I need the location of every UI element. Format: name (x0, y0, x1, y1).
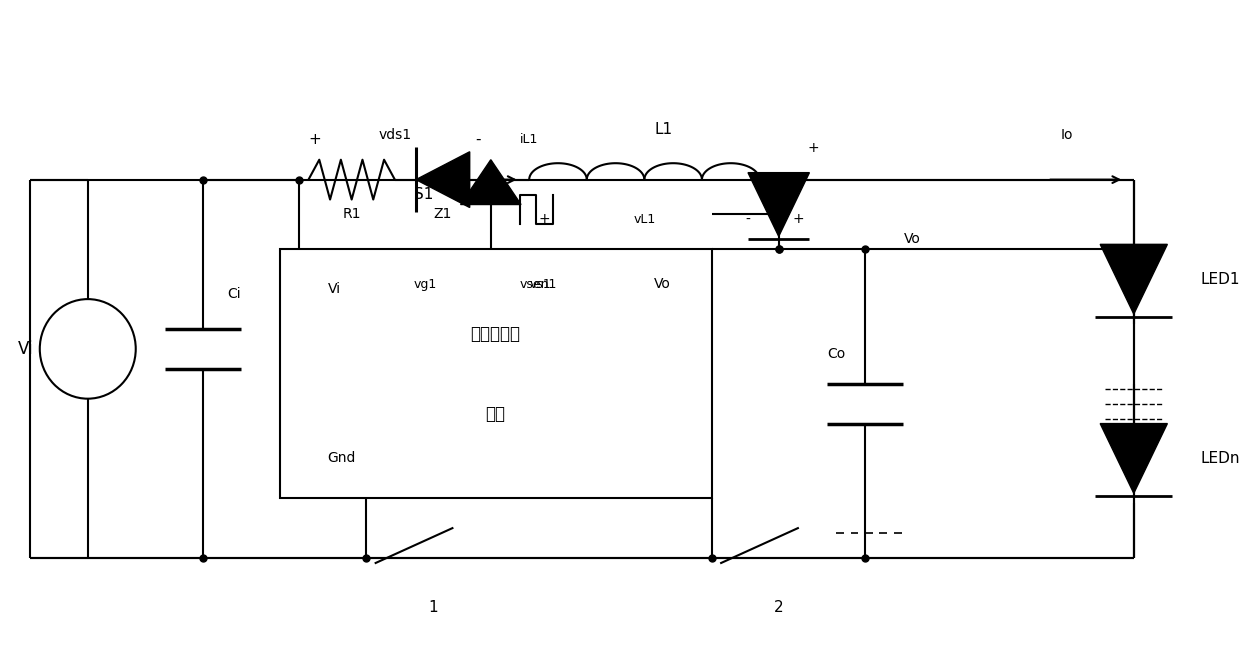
Polygon shape (1100, 424, 1167, 493)
Text: Vo: Vo (904, 232, 920, 247)
Text: +: + (539, 212, 551, 227)
Text: Vi: Vi (327, 282, 341, 296)
Text: Ci: Ci (227, 287, 241, 301)
Text: LED1: LED1 (1202, 272, 1240, 287)
Text: S1: S1 (414, 187, 433, 202)
Text: Z1: Z1 (434, 208, 453, 221)
Text: vs1: vs1 (529, 278, 551, 291)
Polygon shape (1100, 244, 1167, 314)
Text: vsen1: vsen1 (520, 278, 557, 291)
Polygon shape (460, 160, 521, 204)
Polygon shape (415, 152, 470, 208)
Text: 电路: 电路 (486, 404, 506, 422)
Text: +: + (807, 141, 820, 154)
Polygon shape (748, 173, 810, 236)
Text: -: - (476, 132, 481, 147)
Text: Gnd: Gnd (327, 452, 356, 465)
Text: 2: 2 (774, 600, 784, 615)
Text: -: - (745, 212, 750, 227)
Text: Vo: Vo (653, 277, 671, 291)
Text: LEDn: LEDn (1202, 451, 1240, 466)
Text: Co: Co (827, 347, 846, 361)
Text: vds1: vds1 (378, 128, 412, 142)
Text: R1: R1 (342, 208, 361, 221)
Text: 1: 1 (429, 600, 438, 615)
Text: +: + (792, 212, 804, 227)
Text: +: + (309, 132, 321, 147)
Text: 多功能控制: 多功能控制 (471, 325, 521, 343)
Text: Io: Io (1060, 128, 1073, 142)
Text: Vi: Vi (17, 340, 33, 358)
Text: L1: L1 (655, 123, 672, 138)
Text: iL1: iL1 (520, 133, 538, 146)
Text: vg1: vg1 (414, 278, 438, 291)
Text: vL1: vL1 (634, 213, 656, 226)
FancyBboxPatch shape (280, 249, 712, 498)
